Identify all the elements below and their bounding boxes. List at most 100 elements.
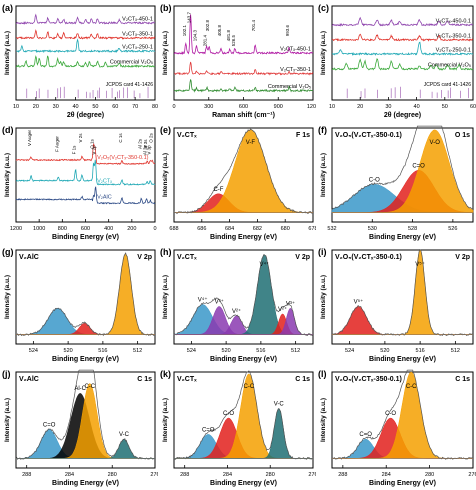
panel-f-svg: C-O C=O V-O V₂O₅(V₂CTₓ-350-0.1) O 1s (f) 532 53… bbox=[318, 125, 474, 241]
envelope-line bbox=[15, 252, 156, 337]
x-tick-label: 526 bbox=[448, 226, 457, 232]
series-line-3 bbox=[331, 58, 474, 71]
x-tick-label: 0 bbox=[153, 226, 156, 232]
component-label-0: V⁵⁺ bbox=[354, 298, 364, 305]
x-tick-label: 300 bbox=[204, 104, 213, 110]
survey-annotation: C 1s bbox=[118, 133, 123, 143]
panel-d-svg: V₂O₅(V₂CTₓ-350-0.1) V₂CTₓ V₂AlC V Auger F Au… bbox=[2, 125, 157, 241]
series-label-1: V₂CTₓ-350-0.1 bbox=[436, 33, 471, 39]
x-axis-label: Binding Energy (eV) bbox=[210, 356, 277, 363]
survey-series-label-2: V₂AlC bbox=[97, 195, 112, 201]
x-tick-label: 682 bbox=[253, 226, 262, 232]
x-tick-label: 512 bbox=[291, 348, 300, 354]
survey-annotation: Al 2p bbox=[143, 144, 148, 155]
plot-frame bbox=[15, 371, 156, 469]
core-level-label: V 2p bbox=[295, 254, 310, 261]
series-label-1: V₂CTₓ-350-1 bbox=[280, 67, 311, 73]
x-tick-label: 276 bbox=[150, 472, 158, 478]
component-label-0: C-F bbox=[213, 187, 223, 193]
x-axis-label: Raman shift (cm⁻¹) bbox=[212, 112, 275, 119]
survey-annotation: F Auger bbox=[54, 136, 59, 152]
panel-e-svg: C-F V-F V₂CTₓ F 1s (e) 688 686 684 682 680 678 Bind… bbox=[160, 125, 316, 241]
y-axis-label: Intensity (a.u.) bbox=[4, 398, 11, 442]
component-label-3: V-C bbox=[274, 401, 285, 407]
panel-l: C=O C-O C-C V₂O₅(V₂CTₓ-350-0.1) C 1s (l) 288 28… bbox=[316, 366, 476, 488]
x-tick-label: 516 bbox=[98, 348, 107, 354]
series-line-2 bbox=[331, 41, 474, 56]
x-tick-label: 680 bbox=[281, 226, 290, 232]
panel-tag: (d) bbox=[2, 125, 14, 135]
survey-line-2 bbox=[15, 186, 156, 205]
panel-c-svg: V₂CTₓ-450-0.1 V₂CTₓ-350-0.1 V₂CTₓ-250-0.1 C… bbox=[318, 3, 476, 119]
core-level-label: V 2p bbox=[455, 254, 470, 261]
sample-title: V₂AlC bbox=[19, 254, 39, 261]
x-tick-label: 678 bbox=[308, 226, 316, 232]
plot-frame bbox=[331, 127, 474, 223]
core-level-label: C 1s bbox=[295, 376, 310, 383]
panel-l-svg: C=O C-O C-C V₂O₅(V₂CTₓ-350-0.1) C 1s (l) 288 28… bbox=[318, 369, 476, 487]
y-axis-label: Intensity (a.u.) bbox=[320, 153, 327, 197]
panel-tag: (b) bbox=[160, 3, 172, 13]
component-label-1: V³⁺ bbox=[215, 298, 224, 305]
component-2 bbox=[16, 383, 155, 459]
panel-i-svg: V⁵⁺ V⁵⁺ V₂O₅(V₂CTₓ-350-0.1) V 2p (i) 524 520 51… bbox=[318, 247, 474, 363]
panel-tag: (h) bbox=[160, 247, 172, 257]
x-tick-label: 600 bbox=[81, 226, 90, 232]
x-tick-label: 520 bbox=[380, 348, 389, 354]
sample-title: V₂O₅(V₂CTₓ-350-0.1) bbox=[335, 254, 402, 261]
envelope-line bbox=[331, 125, 474, 211]
peak-label: 993.6 bbox=[285, 25, 290, 37]
x-tick-label: 524 bbox=[29, 348, 38, 354]
x-axis-label: Binding Energy (eV) bbox=[369, 480, 436, 487]
component-label-1: C-O bbox=[385, 411, 396, 417]
panel-b-svg: V₂CTₓ-450-1 V₂CTₓ-350-1 Commercial V₂O₅ 143… bbox=[160, 3, 316, 119]
peak-label: 143.7 bbox=[187, 12, 192, 24]
x-axis-label: 2θ (degree) bbox=[67, 112, 104, 119]
component-label-3: V⁴⁺ bbox=[259, 261, 269, 268]
component-label-2: V-O bbox=[430, 140, 441, 146]
panel-f: C-O C=O V-O V₂O₅(V₂CTₓ-350-0.1) O 1s (f) 532 53… bbox=[316, 122, 476, 242]
x-tick-label: 40 bbox=[73, 104, 79, 110]
core-level-label: C 1s bbox=[137, 376, 152, 383]
x-tick-label: 30 bbox=[53, 104, 59, 110]
plot-frame bbox=[15, 5, 156, 101]
peak-label: 526.5 bbox=[231, 35, 236, 47]
plot-frame bbox=[173, 127, 314, 223]
sample-title: V₂O₅(V₂CTₓ-350-0.1) bbox=[335, 376, 402, 383]
panel-tag: (l) bbox=[318, 369, 327, 379]
series-label-0: V₂CTₓ-450-0.1 bbox=[436, 18, 471, 24]
series-line-0 bbox=[173, 14, 314, 55]
sample-title: V₂CTₓ bbox=[177, 254, 197, 261]
envelope-line bbox=[173, 128, 314, 214]
panel-k-svg: C=O C-O C-C V-C V₂CTₓ C 1s (k) 288 284 280 276 Bind… bbox=[160, 369, 316, 487]
envelope-line bbox=[331, 369, 474, 460]
series-label-2: Commercial V₂O₅ bbox=[268, 84, 311, 90]
component-label-2: C-C bbox=[244, 384, 255, 390]
plot-frame bbox=[173, 249, 314, 345]
panel-tag: (c) bbox=[318, 3, 329, 13]
x-tick-label: 512 bbox=[451, 348, 460, 354]
plot-frame bbox=[15, 127, 156, 223]
component-label-1: C-O bbox=[223, 411, 234, 417]
x-tick-label: 60 bbox=[112, 104, 118, 110]
survey-annotation: V Auger bbox=[27, 129, 32, 146]
x-tick-label: 520 bbox=[64, 348, 73, 354]
series-line-1 bbox=[16, 29, 156, 40]
x-tick-label: 512 bbox=[133, 348, 142, 354]
x-tick-label: 688 bbox=[169, 226, 178, 232]
panel-b: V₂CTₓ-450-1 V₂CTₓ-350-1 Commercial V₂O₅ 143… bbox=[158, 0, 316, 120]
peak-label: 302.8 bbox=[205, 20, 210, 32]
panel-i: V⁵⁺ V⁵⁺ V₂O₅(V₂CTₓ-350-0.1) V 2p (i) 524 520 51… bbox=[316, 244, 476, 364]
x-tick-label: 1000 bbox=[33, 226, 45, 232]
panel-j-svg: C=O Al-CC-C V-C V₂AlC C 1s (j) 288 284 280 276 Bin… bbox=[2, 369, 158, 487]
survey-annotation: V 2s bbox=[78, 133, 83, 143]
x-axis-label: Binding Energy (eV) bbox=[369, 234, 436, 241]
x-tick-label: 524 bbox=[187, 348, 196, 354]
series-line-1 bbox=[332, 33, 474, 42]
x-axis-label: Binding Energy (eV) bbox=[52, 234, 119, 241]
series-line-2 bbox=[174, 79, 314, 93]
panel-tag: (j) bbox=[2, 369, 11, 379]
survey-series-label-1: V₂CTₓ bbox=[97, 179, 112, 185]
component-label-2: V²⁺ bbox=[232, 308, 241, 315]
